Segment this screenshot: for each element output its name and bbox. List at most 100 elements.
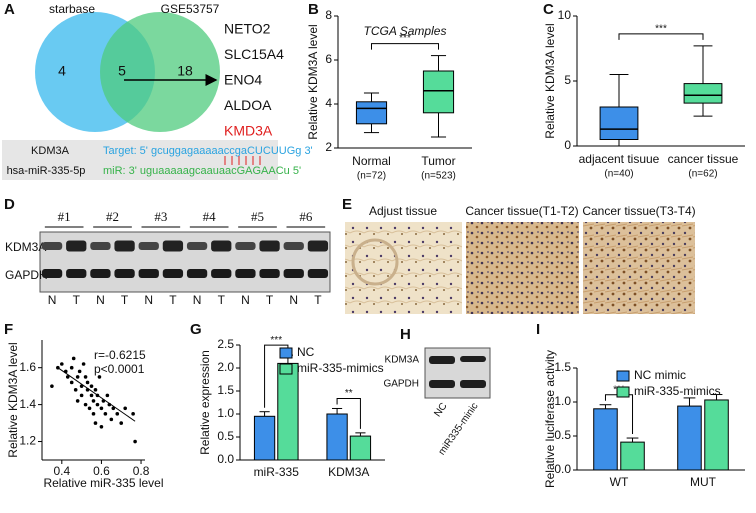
y-tick-label: 1.5 <box>554 360 571 374</box>
band <box>283 242 304 250</box>
group-label: #5 <box>251 209 264 224</box>
point <box>81 362 86 366</box>
legend-label: NC mimic <box>634 368 686 382</box>
band <box>429 356 455 364</box>
point <box>50 384 54 388</box>
y-axis-label: Relative KDM3A level <box>306 24 320 139</box>
band <box>162 240 184 252</box>
y-tick-label: 0.5 <box>217 429 234 443</box>
band <box>90 269 111 278</box>
panel-letter: B <box>308 1 319 18</box>
point <box>60 362 64 366</box>
point <box>83 402 88 407</box>
venn-label: starbase <box>49 2 95 16</box>
blot <box>39 231 331 293</box>
venn-count: 4 <box>58 63 66 79</box>
significance-bracket <box>618 33 704 40</box>
panel-letter: H <box>400 326 411 343</box>
band <box>90 242 111 250</box>
panel-letter: C <box>543 1 554 18</box>
lane-label: NC <box>432 401 449 419</box>
y-tick-label: 2.5 <box>217 337 234 351</box>
point <box>85 380 90 385</box>
chart-box: C Relative KDM3A level 0 5 10 adjacent tisuue… <box>543 1 745 180</box>
histology-image <box>583 222 695 314</box>
band <box>66 269 87 278</box>
band <box>138 269 159 278</box>
row-label: GAPDH <box>383 379 419 390</box>
significance: *** <box>399 33 411 44</box>
band <box>235 269 256 278</box>
point <box>73 388 78 392</box>
band <box>66 240 87 252</box>
lane-label: T <box>73 293 81 307</box>
lane-label: N <box>48 293 57 307</box>
count-label: (n=72) <box>357 171 386 182</box>
box <box>355 101 388 125</box>
legend-swatch <box>616 386 630 398</box>
band <box>114 269 135 278</box>
histology-image <box>466 222 579 314</box>
point <box>95 402 100 407</box>
point <box>69 380 74 385</box>
pairing-lines <box>224 156 261 165</box>
point <box>99 406 104 411</box>
group-label: #4 <box>203 209 217 224</box>
legend-swatch <box>279 363 293 375</box>
point <box>69 365 74 370</box>
panel-letter: I <box>536 321 540 338</box>
point <box>75 399 80 403</box>
annotation: r=-0.6215 <box>94 348 146 362</box>
histology-label: Adjust tissue <box>369 204 437 218</box>
annotation: p<0.0001 <box>94 362 145 376</box>
band <box>186 269 208 278</box>
point <box>77 369 82 374</box>
point <box>91 399 96 403</box>
row-label: KDM3A <box>385 355 420 366</box>
x-tick-label: KDM3A <box>328 465 369 479</box>
band <box>138 242 159 250</box>
band <box>460 356 486 362</box>
chart-scatter: F Relative KDM3A level 1.2 1.4 1.6 0.4 0.6 0.8 r… <box>4 321 164 490</box>
point <box>71 356 76 361</box>
band <box>259 240 280 252</box>
venn-label: GSE53757 <box>161 2 220 16</box>
point <box>89 393 94 398</box>
lane-label: T <box>218 293 226 307</box>
lane-label: T <box>266 293 274 307</box>
band <box>186 242 208 250</box>
group-label: #1 <box>58 209 71 224</box>
point <box>89 384 94 388</box>
point <box>91 412 96 416</box>
histology-label: Cancer tissue(T1-T2) <box>465 204 578 218</box>
y-tick-label: 1.2 <box>19 434 36 448</box>
box <box>683 83 723 104</box>
legend-label: miR-335-mimics <box>297 361 384 375</box>
y-tick-label: 0.0 <box>554 462 571 476</box>
chart-title: TCGA Samples <box>364 24 447 38</box>
legend-swatch <box>616 370 630 382</box>
histology-detail <box>351 238 399 286</box>
band <box>211 269 232 278</box>
venn-circle <box>100 12 220 132</box>
y-tick-label: 2.0 <box>217 360 234 374</box>
lane-label: T <box>121 293 129 307</box>
count-label: (n=62) <box>688 169 717 180</box>
y-axis-label: Relative luciferase activity <box>543 350 557 488</box>
legend-label: NC <box>297 345 315 359</box>
group-label: #2 <box>106 209 119 224</box>
count-label: (n=523) <box>421 171 456 182</box>
lane-label: N <box>96 293 105 307</box>
gene-name: ENO4 <box>224 72 262 88</box>
histology-label: Cancer tissue(T3-T4) <box>582 204 695 218</box>
band <box>259 269 280 278</box>
box <box>422 70 455 114</box>
gene-list: NETO2 SLC15A4 ENO4 ALDOA KMD3A <box>224 21 284 139</box>
band <box>283 269 304 278</box>
point <box>119 421 124 425</box>
panel-letter: E <box>342 196 352 213</box>
group-label: #6 <box>299 209 313 224</box>
y-tick-label: 0.5 <box>554 428 571 442</box>
band <box>460 380 486 388</box>
point <box>97 375 102 379</box>
